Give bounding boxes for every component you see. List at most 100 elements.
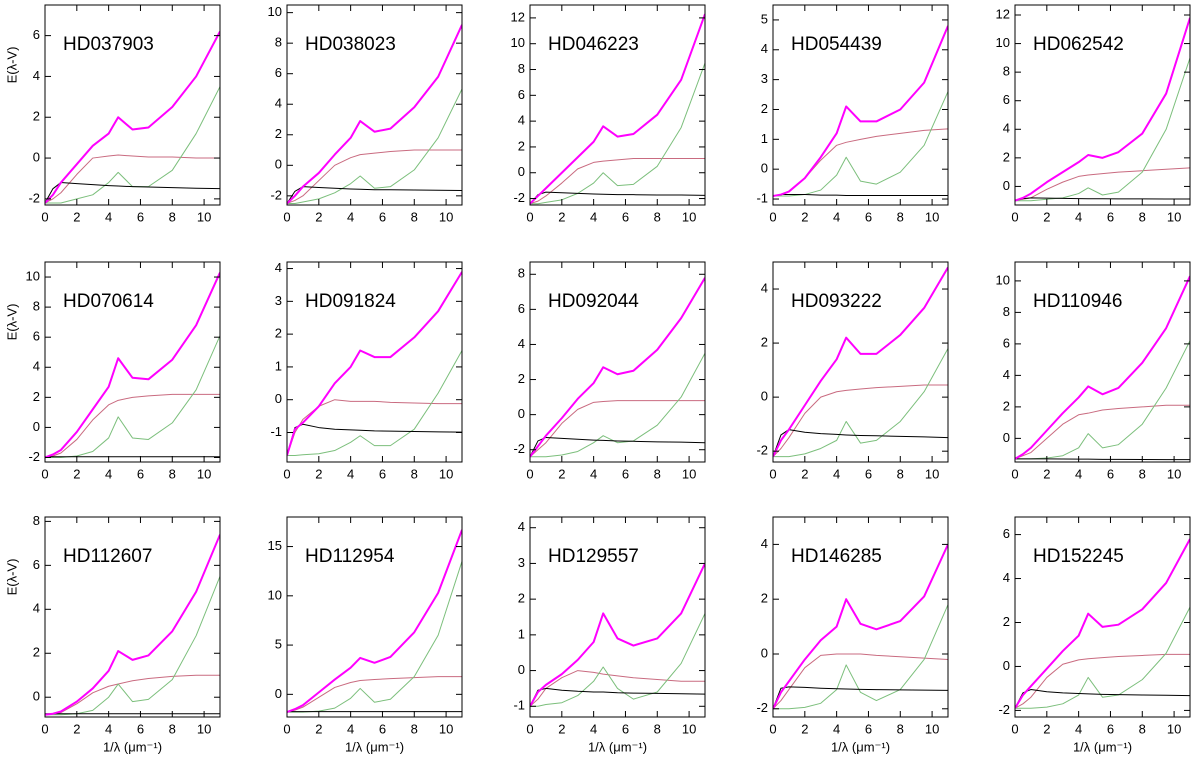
x-tick-label: 2 <box>1043 721 1050 736</box>
x-tick-label: 4 <box>1075 466 1082 481</box>
x-axis-label: 1/λ (μm⁻¹) <box>1073 739 1132 754</box>
y-tick-label: 4 <box>1003 570 1010 585</box>
x-tick-label: 4 <box>105 721 112 736</box>
y-tick-label: 2 <box>33 645 40 660</box>
y-tick-label: -1 <box>756 190 768 205</box>
y-tick-label: 3 <box>761 71 768 86</box>
plot-area <box>45 31 220 204</box>
x-tick-label: 4 <box>105 466 112 481</box>
x-tick-label: 4 <box>1075 721 1082 736</box>
y-tick-label: 0 <box>761 389 768 404</box>
y-axis-label: E(λ-V) <box>4 304 19 341</box>
series-line <box>287 399 462 456</box>
y-tick-label: -1 <box>513 698 525 713</box>
plot-area <box>287 271 462 456</box>
axes-frame <box>529 261 706 463</box>
x-tick-label: 10 <box>682 209 696 224</box>
panel: 0 2 4 6 8 10 0 5 10 15 HD112954 1/λ (μm⁻¹) <box>268 516 463 754</box>
y-tick-label: 0 <box>33 419 40 434</box>
y-tick-label: 4 <box>518 336 525 351</box>
x-tick-label: 2 <box>558 466 565 481</box>
panel-title: HD152245 <box>1033 546 1124 567</box>
y-tick-label: 2 <box>761 591 768 606</box>
y-tick-label: 6 <box>1003 335 1010 350</box>
series-line <box>287 186 462 204</box>
x-tick-label: 10 <box>1167 721 1181 736</box>
x-tick-label: 6 <box>622 209 629 224</box>
x-tick-label: 8 <box>897 209 904 224</box>
x-axis-label: 1/λ (μm⁻¹) <box>831 739 890 754</box>
panel-title: HD093222 <box>791 291 882 312</box>
x-tick-label: 6 <box>1107 466 1114 481</box>
y-tick-label: 0 <box>761 645 768 660</box>
panel: 0 2 4 6 8 10 -1 0 1 2 3 4 HD091824 <box>270 260 463 481</box>
x-tick-label: 6 <box>137 466 144 481</box>
y-tick-label: 6 <box>33 557 40 572</box>
plot-area <box>530 13 705 205</box>
panel-title: HD062542 <box>1033 34 1124 55</box>
axes-frame <box>286 4 463 206</box>
x-tick-label: 8 <box>654 209 661 224</box>
x-tick-label: 8 <box>897 466 904 481</box>
y-tick-label: -1 <box>270 424 282 439</box>
series-line <box>530 13 705 205</box>
y-tick-label: 2 <box>33 109 40 124</box>
series-line <box>287 676 462 713</box>
panel-title: HD112954 <box>305 546 395 567</box>
series-line <box>45 31 220 204</box>
panel-title: HD110946 <box>1033 291 1122 312</box>
y-tick-label: 4 <box>518 113 525 128</box>
series-line <box>773 348 948 458</box>
series-line <box>773 604 948 710</box>
series-line <box>530 562 705 707</box>
y-tick-label: 2 <box>518 138 525 153</box>
x-tick-label: 0 <box>526 209 533 224</box>
x-tick-label: 6 <box>1107 209 1114 224</box>
y-tick-label: 6 <box>518 301 525 316</box>
x-tick-label: 6 <box>379 721 386 736</box>
y-tick-label: 4 <box>275 96 282 111</box>
x-tick-label: 8 <box>654 466 661 481</box>
x-tick-label: 8 <box>1139 721 1146 736</box>
x-tick-label: 10 <box>1167 466 1181 481</box>
series-line <box>773 91 948 197</box>
y-tick-label: 10 <box>996 272 1010 287</box>
plot-area <box>1015 275 1190 461</box>
series-line <box>45 534 220 716</box>
y-tick-label: 10 <box>26 268 40 283</box>
x-tick-label: 0 <box>769 209 776 224</box>
x-tick-label: 2 <box>801 466 808 481</box>
x-tick-label: 2 <box>73 466 80 481</box>
plot-area <box>773 266 948 458</box>
y-tick-label: 8 <box>33 299 40 314</box>
y-tick-label: 6 <box>1003 92 1010 107</box>
plot-area <box>773 25 948 198</box>
x-tick-label: 0 <box>1011 209 1018 224</box>
x-tick-label: 0 <box>41 209 48 224</box>
y-tick-label: 12 <box>996 6 1010 21</box>
x-tick-label: 10 <box>925 466 939 481</box>
x-tick-label: 8 <box>1139 466 1146 481</box>
x-tick-label: 6 <box>137 209 144 224</box>
y-tick-label: 10 <box>268 4 282 19</box>
x-tick-label: 10 <box>439 209 453 224</box>
x-tick-label: 0 <box>769 721 776 736</box>
axes-frame <box>44 261 221 463</box>
series-line <box>773 384 948 457</box>
y-tick-label: 10 <box>511 35 525 50</box>
plot-area <box>1015 538 1190 709</box>
series-line <box>1015 606 1190 709</box>
series-line <box>530 352 705 458</box>
plot-area <box>287 24 462 205</box>
plot-area <box>530 562 705 707</box>
x-tick-label: 6 <box>137 721 144 736</box>
x-tick-label: 2 <box>73 721 80 736</box>
x-tick-label: 4 <box>833 209 840 224</box>
panel: 0 2 4 6 8 10 0 2 4 6 8 10 HD110946 <box>996 261 1191 481</box>
x-tick-label: 2 <box>801 721 808 736</box>
series-line <box>1015 458 1190 461</box>
